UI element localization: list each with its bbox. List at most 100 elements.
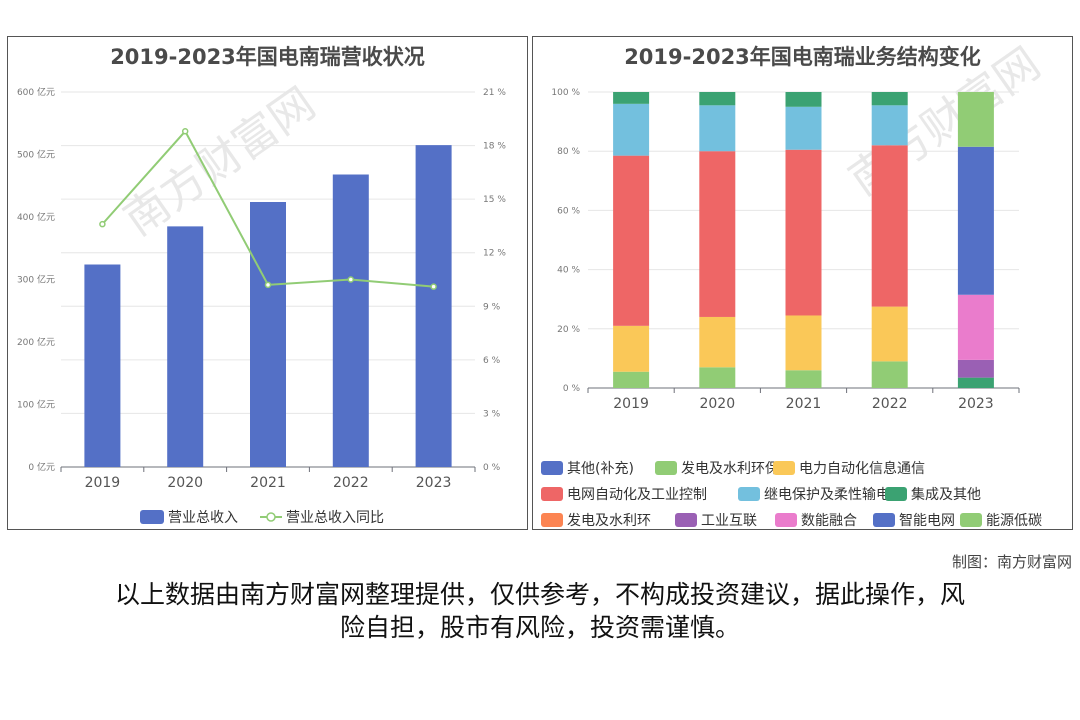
y-axis-tick-label: 80 % [557,147,580,157]
left-axis-tick-label: 300 亿元 [17,274,55,286]
stacked-bar-segment [785,370,822,388]
yoy-growth-point [99,220,106,228]
watermark-logo: 南方财富网 [115,78,324,246]
revenue-bar [84,264,121,467]
x-axis-tick-label: 2022 [333,475,369,491]
left-axis-tick-label: 600 亿元 [17,86,55,98]
left-axis-tick-label: 0 亿元 [28,461,55,473]
legend-swatch [885,487,907,501]
structure-chart-svg: 南方财富网 0 % 20 % 40 % 60 % 80 % 100 % 2019 2020 202… [541,38,1050,529]
x-axis-tick-label: 2019 [613,396,649,412]
structure-chart-title: 2019-2023年国电南瑞业务结构变化 [624,45,981,69]
legend-swatch [655,461,677,475]
right-axis-tick-label: 18 % [483,142,506,152]
y-axis-tick-label: 60 % [557,206,580,216]
x-axis-tick-label: 2021 [786,396,822,412]
legend-swatch [773,461,795,475]
legend-label: 电力自动化信息通信 [799,460,925,477]
stacked-bar-segment [957,377,994,388]
legend-label: 发电及水利环保 [681,461,779,477]
disclaimer-line-2: 险自担，股市有风险，投资需谨慎。 [339,613,740,642]
legend-label: 继电保护及柔性输电 [764,487,890,503]
legend-label: 智能电网 [899,513,955,529]
stacked-bar-segment [699,367,736,388]
legend-label: 数能融合 [801,513,857,529]
x-axis-tick-label: 2020 [167,475,203,491]
revenue-chart-title: 2019-2023年国电南瑞营收状况 [110,45,425,69]
legend-label: 营业总收入同比 [286,510,384,526]
stacked-bar-segment [871,105,908,146]
stacked-bar-segment [871,306,908,362]
stacked-bar-segment [613,371,650,388]
left-axis-tick-label: 100 亿元 [17,399,55,411]
stacked-bar-segment [957,359,994,378]
revenue-bar [332,174,369,467]
stacked-bar-segment [613,92,650,104]
stacked-bar-segment [957,294,994,360]
stacked-bar-segment [785,106,822,150]
disclaimer-line-1: 以上数据由南方财富网整理提供，仅供参考，不构成投资建议，据此操作，风 [114,580,965,609]
stacked-bar-segment [699,316,736,368]
legend-swatch [541,487,563,501]
chart-credit: 制图：南方财富网 [951,553,1072,571]
legend-label: 营业总收入 [168,510,238,526]
x-axis-tick-label: 2019 [85,475,121,491]
stacked-bar-segment [613,103,650,156]
stacked-bar-segment [957,146,994,295]
right-axis-tick-label: 3 % [483,409,501,419]
right-axis-tick-label: 12 % [483,249,506,259]
revenue-chart-svg: 南方财富网 0 % 3 % 6 % 9 % 12 % 15 % 18 % 21 % 0 亿元 100… [17,78,506,526]
legend-swatch [541,513,563,527]
revenue-bar [167,226,204,467]
revenue-bar [250,202,286,467]
stacked-bar-segment [871,361,908,388]
stacked-bar-segment [699,151,736,317]
stacked-bar-segment [957,92,994,147]
legend-swatch-revenue [140,510,164,524]
left-axis-tick-label: 500 亿元 [17,149,55,161]
legend-label: 发电及水利环 [567,513,651,529]
legend-label: 电网自动化及工业控制 [567,487,707,503]
y-axis-tick-label: 100 % [551,88,580,98]
legend-swatch [541,461,563,475]
x-axis-tick-label: 2023 [958,396,994,412]
yoy-growth-point [181,128,189,135]
disclaimer: 以上数据由南方财富网整理提供，仅供参考，不构成投资建议，据此操作，风 险自担，股… [0,578,1080,644]
legend-swatch [775,513,797,527]
legend-swatch [960,513,982,527]
legend-label: 能源低碳 [986,513,1042,529]
legend-swatch [873,513,895,527]
legend-label: 集成及其他 [911,486,981,503]
x-axis-tick-label: 2023 [416,475,452,491]
yoy-growth-point [347,276,355,283]
revenue-bar [415,145,452,467]
stacked-bar-segment [871,145,908,307]
legend-swatch-yoy-marker [266,512,276,522]
left-axis-tick-label: 200 亿元 [17,336,55,348]
structure-chart-panel: 2019-2023年国电南瑞业务结构变化 南方财富网 0 % 20 % 40 % 60 … [532,36,1073,530]
x-axis-tick-label: 2021 [250,475,286,491]
right-axis-tick-label: 0 % [483,463,501,473]
stacked-bar-segment [871,92,908,106]
stacked-bar-segment [785,92,822,107]
legend-swatch [738,487,760,501]
yoy-growth-point [264,281,272,289]
x-axis-tick-label: 2020 [699,396,735,412]
stacked-bar-segment [613,325,650,372]
right-axis-tick-label: 9 % [483,302,501,312]
left-axis-tick-label: 400 亿元 [17,211,55,223]
right-axis-tick-label: 15 % [483,195,506,205]
stacked-bar-segment [613,155,650,326]
revenue-chart-panel: 2019-2023年国电南瑞营收状况 南方财富网 0 % 3 % 6 % 9 % 12 %… [7,36,528,530]
stacked-bar-segment [785,315,822,371]
stacked-bar-segment [699,105,736,152]
y-axis-tick-label: 0 % [563,384,581,394]
stacked-bar-segment [785,149,822,316]
right-axis-tick-label: 6 % [483,356,501,366]
yoy-growth-point [430,283,437,290]
legend-swatch [675,513,697,527]
stacked-bar-segment [699,92,736,106]
y-axis-tick-label: 20 % [557,325,580,335]
watermark-logo: 南方财富网 [840,38,1049,206]
right-axis-tick-label: 21 % [483,88,506,98]
